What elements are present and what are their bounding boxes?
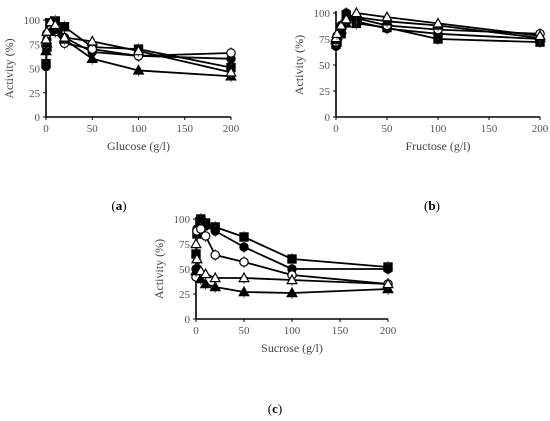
data-point-open-triangle bbox=[132, 45, 145, 56]
x-tick-label: 200 bbox=[532, 123, 549, 135]
y-tick-label: 100 bbox=[24, 15, 41, 27]
y-tick-label: 50 bbox=[179, 264, 191, 276]
x-tick-label: 150 bbox=[332, 325, 349, 337]
data-point-open-circle bbox=[200, 231, 211, 241]
data-point-open-triangle bbox=[331, 27, 343, 39]
data-point-open-triangle bbox=[238, 271, 250, 283]
x-tick-label: 50 bbox=[382, 123, 394, 135]
x-tick-label: 100 bbox=[430, 123, 447, 135]
x-tick-label: 50 bbox=[87, 123, 99, 135]
panel-label-b: (b) bbox=[424, 198, 440, 213]
data-point-open-triangle bbox=[382, 277, 394, 289]
data-point-filled-circle bbox=[210, 226, 220, 236]
data-point-filled-triangle bbox=[86, 52, 99, 64]
data-point-filled-circle bbox=[41, 61, 51, 72]
data-point-open-triangle bbox=[40, 33, 52, 44]
data-point-filled-triangle bbox=[286, 286, 298, 298]
y-tick-label: 50 bbox=[29, 64, 41, 76]
y-axis-title: Activity (%) bbox=[292, 35, 306, 95]
x-tick-label: 0 bbox=[333, 123, 339, 135]
data-point-open-triangle bbox=[381, 11, 393, 22]
x-tick-label: 100 bbox=[130, 123, 147, 135]
y-axis-title: Activity (%) bbox=[2, 38, 16, 98]
x-tick-label: 150 bbox=[481, 123, 498, 135]
data-point-open-triangle bbox=[191, 252, 203, 264]
data-point-filled-circle bbox=[383, 264, 393, 274]
y-tick-label: 0 bbox=[35, 112, 41, 124]
data-point-open-triangle bbox=[58, 31, 71, 42]
data-point-open-circle bbox=[226, 48, 236, 58]
data-point-open-triangle bbox=[209, 271, 222, 283]
data-point-open-triangle bbox=[41, 25, 53, 36]
y-tick-label: 75 bbox=[29, 39, 41, 51]
data-point-filled-square bbox=[239, 232, 249, 242]
panel-label-a: (a) bbox=[111, 198, 126, 213]
x-axis-title: Sucrose (g/l) bbox=[261, 341, 323, 355]
data-point-filled-square bbox=[287, 254, 297, 264]
y-tick-label: 75 bbox=[179, 239, 191, 251]
y-axis-title: Activity (%) bbox=[152, 239, 166, 299]
chart-panel-b: 0 50 100 150 200 0 25 50 75 100 Fructose (g/l) Acti… bbox=[292, 6, 549, 153]
y-tick-label: 25 bbox=[319, 86, 331, 98]
y-tick-label: 75 bbox=[319, 34, 331, 46]
data-point-filled-triangle bbox=[132, 64, 145, 75]
data-point-filled-triangle bbox=[238, 285, 250, 297]
data-point-filled-triangle bbox=[40, 45, 52, 56]
data-point-filled-triangle bbox=[194, 272, 207, 284]
data-point-open-triangle bbox=[340, 13, 353, 24]
y-tick-label: 25 bbox=[179, 289, 191, 301]
x-tick-label: 200 bbox=[380, 325, 397, 337]
y-tick-label: 100 bbox=[174, 214, 191, 226]
data-point-filled-square bbox=[59, 22, 70, 32]
x-axis-title: Glucose (g/l) bbox=[107, 139, 170, 153]
y-tick-label: 50 bbox=[319, 60, 331, 72]
chart-panel-a: 0 50 100 150 200 0 25 50 75 100 Glucose (g/l) Activ… bbox=[2, 14, 240, 153]
data-point-open-triangle bbox=[199, 267, 212, 279]
chart-panel-c: 0 50 100 150 200 0 25 50 75 100 Sucrose (g/l) Activ… bbox=[152, 213, 397, 355]
x-axis-title: Fructose (g/l) bbox=[406, 139, 471, 153]
data-point-open-circle bbox=[239, 257, 249, 267]
data-point-open-triangle bbox=[225, 66, 237, 77]
x-tick-label: 0 bbox=[193, 325, 199, 337]
y-tick-label: 0 bbox=[185, 314, 191, 326]
data-point-open-circle bbox=[210, 250, 220, 260]
data-point-open-triangle bbox=[286, 273, 298, 285]
data-point-open-triangle bbox=[335, 19, 347, 30]
data-point-filled-triangle bbox=[199, 277, 212, 289]
x-tick-label: 100 bbox=[284, 325, 301, 337]
data-point-open-triangle bbox=[190, 237, 202, 249]
x-tick-label: 0 bbox=[43, 123, 49, 135]
data-point-open-triangle bbox=[534, 29, 546, 41]
data-point-filled-triangle bbox=[209, 280, 222, 292]
panel-label-c: (c) bbox=[268, 401, 282, 416]
data-point-open-triangle bbox=[49, 18, 62, 30]
x-tick-label: 200 bbox=[223, 123, 240, 135]
y-tick-label: 25 bbox=[29, 88, 41, 100]
data-point-open-triangle bbox=[86, 35, 99, 46]
x-tick-label: 150 bbox=[177, 123, 194, 135]
data-point-open-circle bbox=[196, 224, 206, 234]
data-point-filled-circle bbox=[239, 242, 249, 252]
y-tick-label: 100 bbox=[314, 8, 331, 20]
x-tick-label: 50 bbox=[239, 325, 251, 337]
y-tick-label: 0 bbox=[325, 112, 331, 124]
data-point-open-triangle bbox=[432, 17, 444, 28]
data-point-open-triangle bbox=[350, 6, 363, 18]
